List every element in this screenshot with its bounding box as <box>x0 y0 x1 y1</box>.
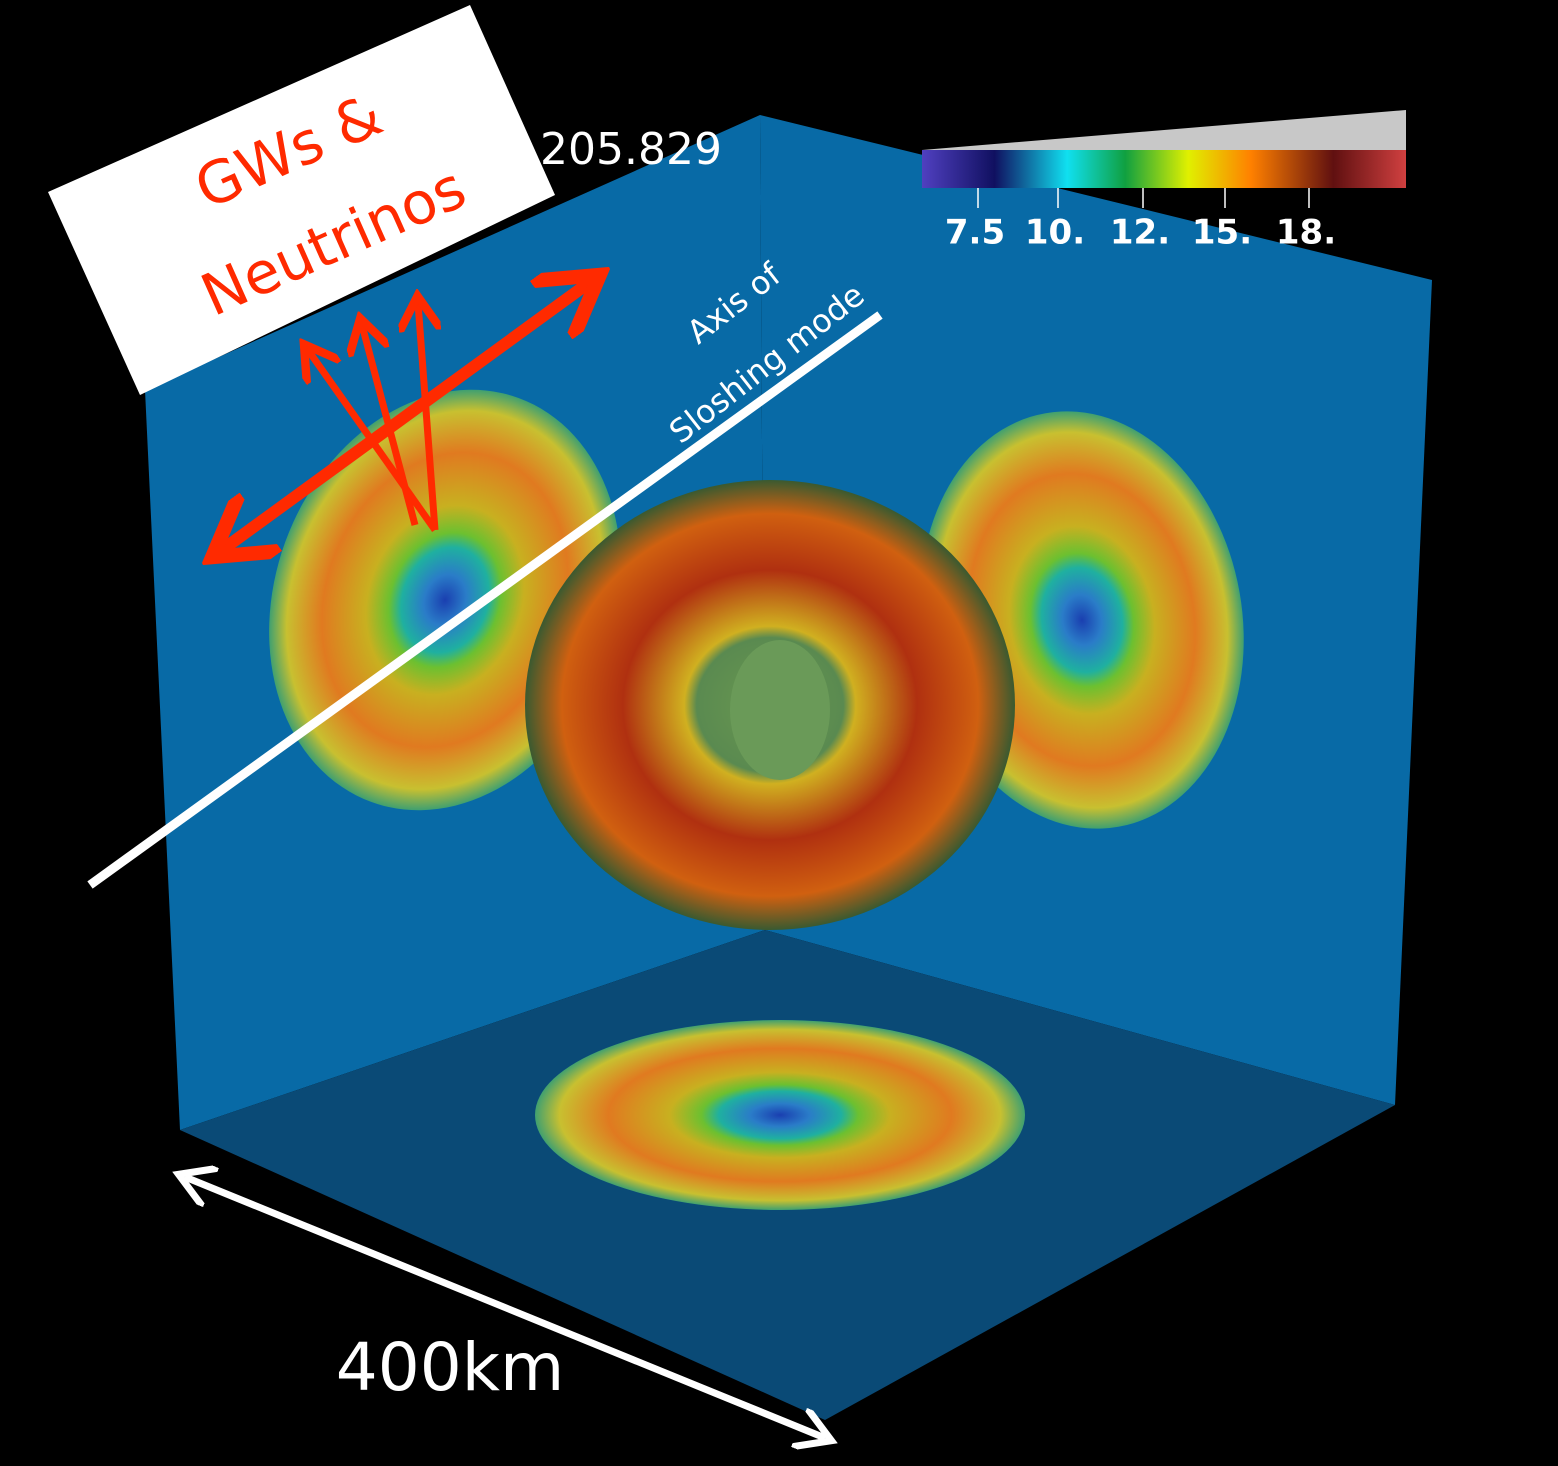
colorbar-tick-label: 7.5 <box>945 213 1005 253</box>
colorbar-tick-label: 15. <box>1192 213 1252 253</box>
colorbar-tick-label: 12. <box>1110 213 1170 253</box>
scale-label: 400km <box>336 1329 565 1406</box>
time-label: 205.829 <box>540 124 722 175</box>
page: 205.829 7.510.12.15.18. GWs & Neutrinos … <box>0 0 1558 1466</box>
colorbar <box>922 150 1406 188</box>
inner-core <box>730 640 830 780</box>
colorbar-opacity <box>922 110 1406 150</box>
colorbar-tick-label: 18. <box>1276 213 1336 253</box>
floor-slice <box>535 1020 1025 1210</box>
visualization: 205.829 7.510.12.15.18. GWs & Neutrinos … <box>0 0 1558 1466</box>
colorbar-tick-label: 10. <box>1025 213 1085 253</box>
